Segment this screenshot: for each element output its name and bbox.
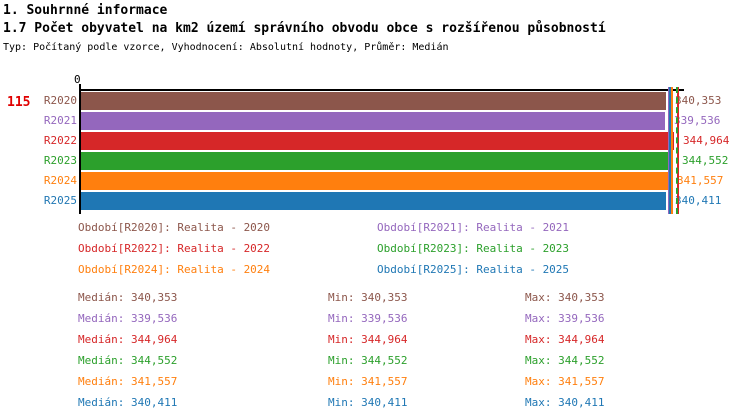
stats-median-cell: Medián: 339,536 xyxy=(78,312,178,325)
stats-median-cell: Medián: 340,411 xyxy=(78,396,178,409)
chart-title: 1.7 Počet obyvatel na km2 území správníh… xyxy=(3,21,606,36)
stats-max-cell: Max: 340,411 xyxy=(525,396,605,409)
legend-item: Období[R2022]: Realita - 2022 xyxy=(78,242,271,255)
stats-min-cell: Min: 340,411 xyxy=(328,396,408,409)
bar-row-label-r2024: R2024 xyxy=(43,174,77,187)
legend-item: Období[R2024]: Realita - 2024 xyxy=(78,263,271,276)
legend-item: Období[R2023]: Realita - 2023 xyxy=(377,242,570,255)
x-axis-origin-label: 0 xyxy=(74,73,81,86)
stats-median-cell: Medián: 344,964 xyxy=(78,333,178,346)
stats-median-cell: Medián: 344,552 xyxy=(78,354,178,367)
bar-r2021 xyxy=(81,112,665,130)
bar-row-label-r2020: R2020 xyxy=(43,94,77,107)
stats-max-cell: Max: 339,536 xyxy=(525,312,605,325)
stats-min-cell: Min: 344,964 xyxy=(328,333,408,346)
bar-value-label-r2023: 344,552 xyxy=(682,154,729,167)
marker-line-r2025 xyxy=(669,87,671,214)
bar-value-label-r2020: 340,353 xyxy=(675,94,722,107)
stats-min-cell: Min: 344,552 xyxy=(328,354,408,367)
bar-row-label-r2022: R2022 xyxy=(43,134,77,147)
bar-row-label-r2021: R2021 xyxy=(43,114,77,127)
legend-item: Období[R2021]: Realita - 2021 xyxy=(377,221,570,234)
bar-value-label-r2025: 340,411 xyxy=(675,194,722,207)
bar-r2024 xyxy=(81,172,668,190)
bar-value-label-r2021: 339,536 xyxy=(674,114,721,127)
stats-min-cell: Min: 340,353 xyxy=(328,291,408,304)
bar-r2023 xyxy=(81,152,673,170)
marker-line-r2023 xyxy=(676,87,678,214)
x-axis-line xyxy=(79,89,684,91)
bar-value-label-r2022: 344,964 xyxy=(683,134,730,147)
stats-max-cell: Max: 344,552 xyxy=(525,354,605,367)
section-title: 1. Souhrnné informace xyxy=(3,3,168,18)
legend-item: Období[R2025]: Realita - 2025 xyxy=(377,263,570,276)
stats-median-cell: Medián: 341,557 xyxy=(78,375,178,388)
stats-min-cell: Min: 339,536 xyxy=(328,312,408,325)
bar-r2025 xyxy=(81,192,666,210)
stats-median-cell: Medián: 340,353 xyxy=(78,291,178,304)
row-highlight-value: 115 xyxy=(7,95,31,110)
stats-min-cell: Min: 341,557 xyxy=(328,375,408,388)
bar-value-label-r2024: 341,557 xyxy=(677,174,724,187)
marker-line-r2022 xyxy=(677,87,679,214)
chart-meta-line: Typ: Počítaný podle vzorce, Vyhodnocení:… xyxy=(3,42,449,53)
marker-line-r2024 xyxy=(671,87,673,214)
y-axis-line xyxy=(79,84,81,214)
bar-r2022 xyxy=(81,132,674,150)
legend-item: Období[R2020]: Realita - 2020 xyxy=(78,221,271,234)
bar-row-label-r2023: R2023 xyxy=(43,154,77,167)
bar-row-label-r2025: R2025 xyxy=(43,194,77,207)
bar-r2020 xyxy=(81,92,666,110)
stats-max-cell: Max: 340,353 xyxy=(525,291,605,304)
stats-max-cell: Max: 341,557 xyxy=(525,375,605,388)
stats-max-cell: Max: 344,964 xyxy=(525,333,605,346)
